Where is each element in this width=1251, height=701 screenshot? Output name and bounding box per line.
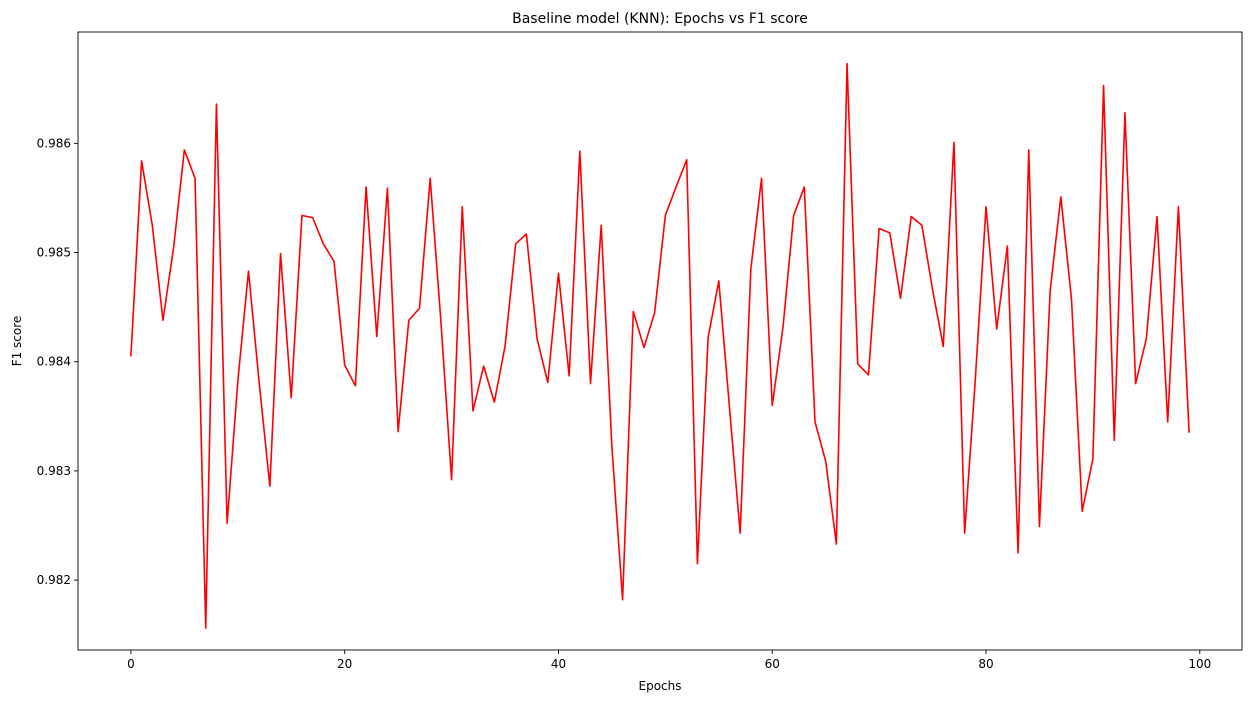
chart-title: Baseline model (KNN): Epochs vs F1 score xyxy=(512,11,808,27)
x-tick-label: 20 xyxy=(337,657,352,671)
x-axis-label: Epochs xyxy=(639,679,682,693)
axes-frame xyxy=(77,31,1243,651)
x-tick-label: 60 xyxy=(765,657,780,671)
axis-ticks: 0 20 40 60 80 100 0.982 0.983 0.984 0.985 0.986 xyxy=(37,136,1212,671)
y-tick-label: 0.983 xyxy=(37,464,71,478)
y-axis-label: F1 score xyxy=(10,316,24,367)
y-tick-label: 0.985 xyxy=(37,246,71,260)
y-tick-label: 0.984 xyxy=(37,355,71,369)
y-tick-label: 0.986 xyxy=(37,136,71,150)
x-tick-label: 100 xyxy=(1188,657,1211,671)
y-tick-label: 0.982 xyxy=(37,573,71,587)
x-tick-label: 0 xyxy=(127,657,135,671)
x-tick-label: 80 xyxy=(978,657,993,671)
series-line xyxy=(130,62,1190,629)
x-tick-label: 40 xyxy=(551,657,566,671)
plot-area xyxy=(130,62,1190,629)
